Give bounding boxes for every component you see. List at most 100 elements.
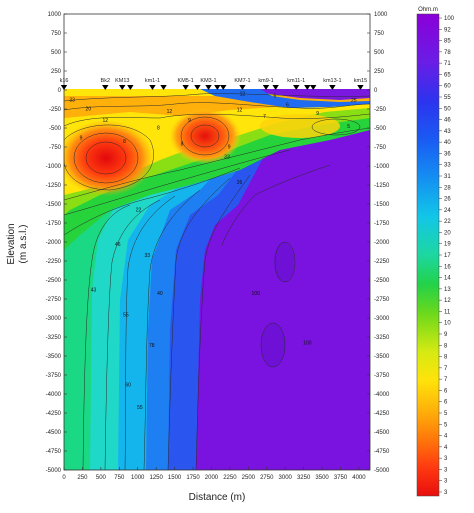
colorbar-tick-label: 17 bbox=[444, 253, 451, 259]
station-marker bbox=[304, 85, 311, 90]
station-marker bbox=[239, 85, 246, 90]
colorbar-tick-label: 100 bbox=[444, 16, 455, 22]
anomaly-tail bbox=[260, 114, 340, 138]
y-tick-label-left: -250 bbox=[49, 107, 62, 113]
colorbar-tick-label: 28 bbox=[444, 185, 451, 191]
x-tick-label: 2500 bbox=[242, 475, 256, 481]
contour-label: 33 bbox=[145, 253, 151, 259]
contour-label: 60 bbox=[125, 382, 131, 388]
y-tick-label-right: -1500 bbox=[374, 202, 390, 208]
y-tick-label-right: -2500 bbox=[374, 278, 390, 284]
y-tick-label-right: 1000 bbox=[374, 12, 388, 18]
x-tick-label: 4000 bbox=[352, 475, 366, 481]
y-tick-label-left: -4750 bbox=[46, 449, 62, 455]
y-tick-label-right: -3250 bbox=[374, 335, 390, 341]
y-tick-label-right: -4750 bbox=[374, 449, 390, 455]
x-tick-label: 2000 bbox=[205, 475, 219, 481]
colorbar-tick-label: 46 bbox=[444, 118, 451, 124]
x-tick-label: 1750 bbox=[186, 475, 200, 481]
contour-label: 12 bbox=[167, 109, 173, 115]
station-marker bbox=[182, 85, 189, 90]
y-tick-label-left: -4500 bbox=[46, 430, 62, 436]
station-label: KM7-1 bbox=[234, 78, 250, 84]
station-label: km9-1 bbox=[258, 78, 273, 84]
colorbar-tick-label: 7 bbox=[444, 377, 448, 383]
resistivity-field: 33 20 12 9 8 8 12 9 8 9 12 7 6 9 5 25 6 12 33 26 22 46 33 40 43 5… bbox=[64, 89, 370, 470]
y-tick-label-left: -3000 bbox=[46, 316, 62, 322]
x-tick-label: 1000 bbox=[131, 475, 145, 481]
contour-label: 7 bbox=[263, 114, 266, 120]
colorbar-tick-label: 8 bbox=[444, 343, 448, 349]
contour-label: 33 bbox=[224, 154, 230, 160]
station-label: km13-1 bbox=[323, 78, 341, 84]
y-tick-label-right: -4500 bbox=[374, 430, 390, 436]
deep-structure-1 bbox=[274, 242, 294, 282]
station-marker bbox=[149, 85, 156, 90]
contour-label: 20 bbox=[86, 107, 92, 113]
colorbar-tick-label: 71 bbox=[444, 61, 451, 67]
contour-lines bbox=[64, 93, 370, 470]
colorbar-tick-label: 78 bbox=[444, 50, 451, 56]
x-tick-label: 3500 bbox=[315, 475, 329, 481]
colorbar-tick-label: 8 bbox=[444, 355, 448, 361]
y-tick-label-right: -4250 bbox=[374, 411, 390, 417]
y-tick-label-left: -3750 bbox=[46, 373, 62, 379]
x-tick-label: 1500 bbox=[168, 475, 182, 481]
y-tick-label-left: -3250 bbox=[46, 335, 62, 341]
y-tick-label-left: -4250 bbox=[46, 411, 62, 417]
contour-label: 55 bbox=[123, 312, 129, 318]
y-tick-label-right: -4000 bbox=[374, 392, 390, 398]
x-tick-label: 500 bbox=[96, 475, 107, 481]
contour-label: 46 bbox=[115, 242, 121, 248]
colorbar-title: Ohm.m bbox=[418, 7, 438, 13]
y-tick-label-left: 500 bbox=[51, 50, 62, 56]
colorbar-tick-label: 65 bbox=[444, 72, 451, 78]
contour-label: 9 bbox=[188, 118, 191, 124]
colorbar-tick-label: 43 bbox=[444, 129, 451, 135]
y-axis-title-line2: (m a.s.l.) bbox=[18, 225, 29, 264]
anomaly-secondary bbox=[169, 108, 241, 164]
colorbar-tick-label: 85 bbox=[444, 39, 451, 45]
station-marker bbox=[214, 85, 221, 90]
station-markers: k16 Bk2 KM13 km1-1 KM5-1 KM3-1 KM7-1 km9-1 km11-… bbox=[60, 78, 367, 90]
station-label: KM3-1 bbox=[200, 78, 216, 84]
x-tick-label: 3250 bbox=[297, 475, 311, 481]
y-tick-label-right: -2750 bbox=[374, 297, 390, 303]
x-tick-label: 750 bbox=[114, 475, 125, 481]
colorbar-tick-label: 13 bbox=[444, 287, 451, 293]
colorbar-tick-label: 11 bbox=[444, 309, 451, 315]
colorbar-tick-label: 10 bbox=[444, 321, 451, 327]
colorbar-tick-label: 12 bbox=[444, 298, 451, 304]
y-tick-label-left: -1250 bbox=[46, 183, 62, 189]
x-axis-title: Distance (m) bbox=[189, 492, 246, 503]
station-marker bbox=[357, 85, 364, 90]
colorbar-tick-label: 33 bbox=[444, 163, 451, 169]
y-tick-label-left: 750 bbox=[51, 31, 62, 37]
colorbar-tick-label: 50 bbox=[444, 106, 451, 112]
colorbar-tick-label: 5 bbox=[444, 411, 448, 417]
colorbar-ticks: 1009285787165605550464340363331282624222… bbox=[439, 16, 455, 496]
contour-label: 12 bbox=[237, 107, 243, 113]
station-marker bbox=[262, 85, 270, 90]
y-tick-label-left: -2500 bbox=[46, 278, 62, 284]
y-tick-label-right: -3000 bbox=[374, 316, 390, 322]
contour-label: 22 bbox=[136, 208, 142, 214]
y-tick-label-right: -250 bbox=[374, 107, 387, 113]
contour-label: 78 bbox=[149, 343, 155, 349]
y-tick-label-left: -1750 bbox=[46, 221, 62, 227]
colorbar-tick-label: 6 bbox=[444, 400, 448, 406]
station-label: km11-1 bbox=[287, 78, 305, 84]
colorbar-tick-label: 36 bbox=[444, 151, 451, 157]
colorbar-tick-label: 31 bbox=[444, 174, 451, 180]
station-label: KM5-1 bbox=[178, 78, 194, 84]
y-tick-label-right: -750 bbox=[374, 145, 387, 151]
contour-label: 100 bbox=[303, 341, 312, 347]
y-tick-label-left: -5000 bbox=[46, 468, 62, 474]
contour-labels: 33 20 12 9 8 8 12 9 8 9 12 7 6 9 5 25 6 12 33 26 22 46 33 40 43 5… bbox=[69, 91, 356, 411]
contour-label: 9 bbox=[316, 111, 319, 117]
contour-label: 5 bbox=[347, 124, 350, 130]
y-tick-label-left: -2250 bbox=[46, 259, 62, 265]
x-tick-label: 0 bbox=[62, 475, 66, 481]
y-tick-label-left: 250 bbox=[51, 69, 62, 75]
